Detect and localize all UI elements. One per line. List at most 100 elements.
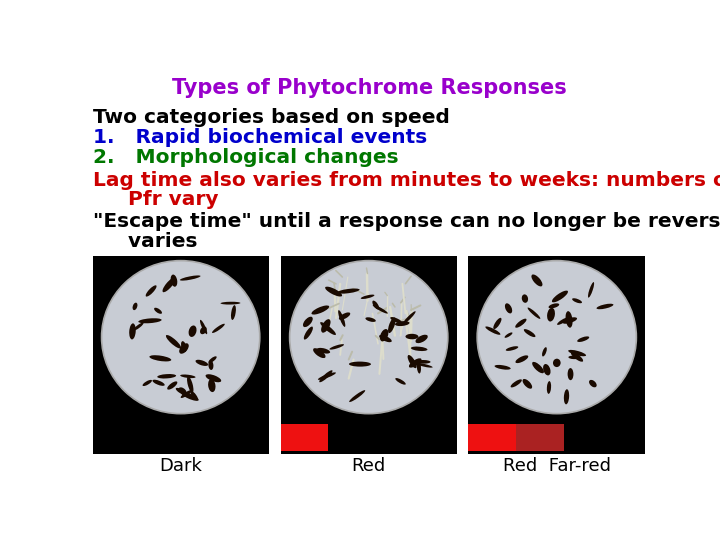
Bar [93, 422, 269, 454]
Ellipse shape [102, 261, 260, 414]
Ellipse shape [157, 374, 176, 379]
Ellipse shape [568, 350, 586, 356]
Ellipse shape [163, 277, 176, 292]
Ellipse shape [402, 311, 415, 324]
Ellipse shape [388, 318, 395, 333]
Bar [93, 424, 269, 451]
Bar [281, 424, 328, 451]
Ellipse shape [557, 318, 568, 325]
Ellipse shape [523, 379, 532, 389]
Ellipse shape [166, 335, 181, 348]
Ellipse shape [547, 308, 555, 321]
Ellipse shape [531, 274, 542, 286]
Ellipse shape [179, 343, 189, 354]
Ellipse shape [205, 374, 221, 382]
Ellipse shape [200, 327, 207, 334]
Ellipse shape [349, 390, 365, 402]
Ellipse shape [568, 356, 579, 359]
Ellipse shape [132, 302, 138, 310]
Bar [468, 256, 645, 422]
Ellipse shape [477, 261, 636, 414]
Ellipse shape [553, 359, 561, 367]
Ellipse shape [373, 305, 388, 314]
Ellipse shape [304, 327, 313, 340]
Text: Dark: Dark [159, 457, 202, 475]
Ellipse shape [588, 282, 594, 298]
Ellipse shape [145, 285, 156, 296]
Ellipse shape [372, 301, 379, 309]
Ellipse shape [212, 323, 225, 333]
Text: Two categories based on speed: Two categories based on speed [93, 109, 450, 127]
Ellipse shape [562, 318, 577, 324]
Ellipse shape [143, 380, 152, 386]
Ellipse shape [505, 346, 518, 351]
Ellipse shape [485, 327, 500, 335]
Ellipse shape [318, 373, 336, 380]
Ellipse shape [338, 310, 346, 327]
Text: 2.   Morphological changes: 2. Morphological changes [93, 148, 398, 167]
Ellipse shape [542, 347, 546, 356]
Ellipse shape [181, 392, 199, 401]
Ellipse shape [321, 319, 330, 333]
Ellipse shape [208, 379, 215, 392]
Text: Lag time also varies from minutes to weeks: numbers of steps after: Lag time also varies from minutes to wee… [93, 171, 720, 190]
Bar [281, 256, 456, 422]
Ellipse shape [181, 341, 186, 352]
Ellipse shape [416, 360, 431, 363]
Ellipse shape [180, 275, 200, 281]
Text: varies: varies [93, 232, 197, 251]
Bar [516, 424, 564, 451]
Ellipse shape [231, 305, 236, 320]
Ellipse shape [549, 303, 559, 308]
Ellipse shape [505, 333, 513, 338]
Ellipse shape [129, 323, 136, 340]
Ellipse shape [495, 365, 510, 370]
Ellipse shape [547, 381, 551, 394]
Ellipse shape [150, 355, 171, 361]
Ellipse shape [516, 355, 528, 363]
Bar [564, 424, 645, 451]
Ellipse shape [312, 306, 329, 315]
Ellipse shape [596, 303, 613, 309]
Ellipse shape [516, 319, 526, 328]
Ellipse shape [395, 378, 406, 384]
Ellipse shape [167, 381, 177, 390]
Ellipse shape [154, 308, 162, 314]
Ellipse shape [196, 360, 208, 366]
Ellipse shape [181, 390, 192, 398]
Ellipse shape [532, 362, 544, 373]
Ellipse shape [543, 364, 551, 375]
Ellipse shape [200, 320, 207, 334]
Text: Pfr vary: Pfr vary [93, 191, 218, 210]
Ellipse shape [313, 348, 325, 358]
Ellipse shape [220, 302, 240, 305]
Text: 1.   Rapid biochemical events: 1. Rapid biochemical events [93, 128, 427, 147]
Ellipse shape [493, 318, 502, 329]
Ellipse shape [209, 356, 217, 363]
Ellipse shape [330, 344, 344, 349]
Ellipse shape [415, 363, 433, 368]
Ellipse shape [325, 287, 342, 296]
Ellipse shape [319, 370, 333, 382]
Ellipse shape [510, 380, 522, 387]
Text: Types of Phytochrome Responses: Types of Phytochrome Responses [171, 78, 567, 98]
Text: Red: Red [351, 457, 386, 475]
Ellipse shape [349, 362, 371, 367]
Text: "Escape time" until a response can no longer be reversed by FR also: "Escape time" until a response can no lo… [93, 212, 720, 232]
Ellipse shape [138, 318, 161, 323]
Ellipse shape [179, 387, 186, 394]
Ellipse shape [289, 261, 448, 414]
Ellipse shape [189, 326, 197, 337]
Ellipse shape [572, 298, 582, 303]
Ellipse shape [417, 360, 421, 374]
Ellipse shape [524, 329, 536, 337]
Ellipse shape [565, 311, 572, 328]
Ellipse shape [564, 389, 569, 404]
Ellipse shape [528, 307, 540, 319]
Ellipse shape [571, 352, 583, 362]
Ellipse shape [567, 368, 573, 380]
Ellipse shape [408, 355, 417, 368]
Ellipse shape [187, 376, 194, 393]
Ellipse shape [379, 335, 392, 342]
Ellipse shape [133, 322, 143, 330]
